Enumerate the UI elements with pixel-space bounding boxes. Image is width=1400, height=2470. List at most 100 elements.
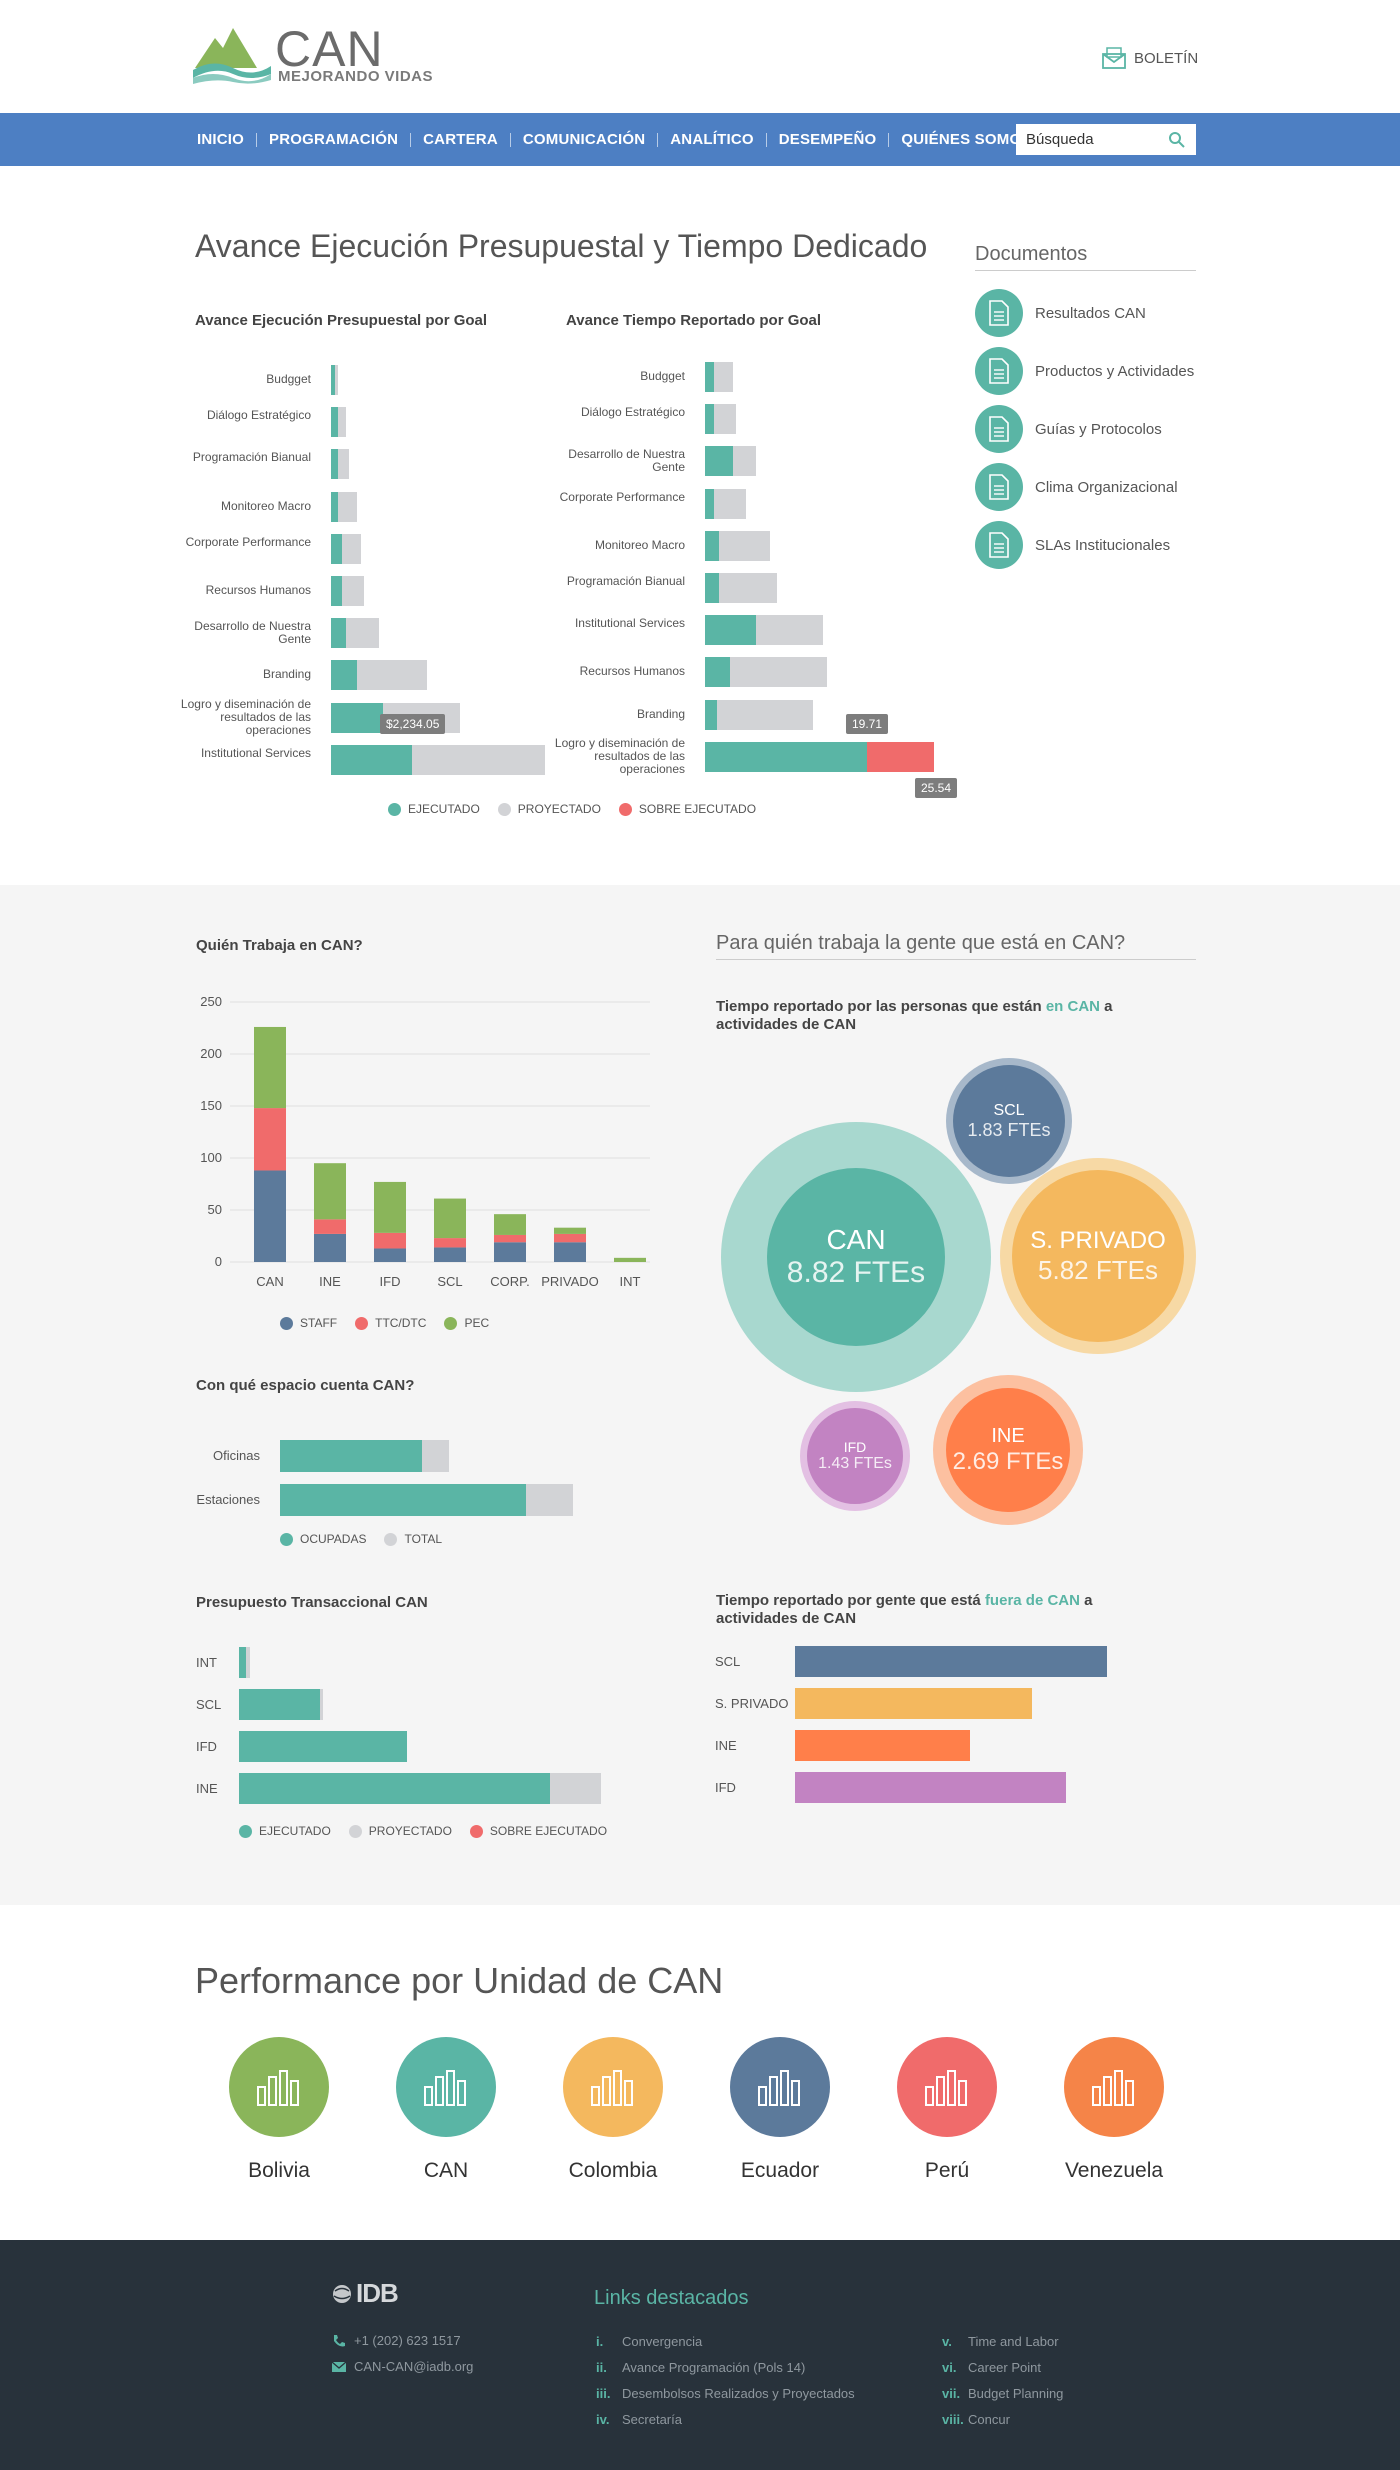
logo-mountain-icon[interactable] — [193, 24, 271, 84]
stack-bar-staff[interactable] — [494, 1242, 526, 1262]
stack-bar-pec[interactable] — [374, 1181, 406, 1233]
budget-bar[interactable] — [331, 618, 551, 649]
time-bar[interactable] — [705, 530, 945, 561]
budget-category-label: Budgget — [266, 372, 311, 386]
document-item[interactable]: Productos y Actividades — [975, 347, 1194, 395]
footer-link[interactable]: iii. Desembolsos Realizados y Proyectados — [596, 2386, 855, 2401]
stack-bar-ttc-dtc[interactable] — [314, 1219, 346, 1234]
reported-in-link[interactable]: en CAN — [1045, 998, 1100, 1015]
newsletter-icon — [1102, 47, 1126, 69]
footer-link-number: vi. — [942, 2360, 957, 2375]
trans-bar[interactable] — [239, 1689, 609, 1720]
budget-bar[interactable] — [331, 576, 551, 606]
nav-item-desempeno[interactable]: DESEMPEÑO — [765, 132, 889, 147]
nav-item-analitico[interactable]: ANALÍTICO — [657, 132, 765, 147]
out-bar[interactable] — [795, 1646, 1107, 1677]
stack-bar-ttc-dtc[interactable] — [374, 1232, 406, 1249]
document-item[interactable]: Clima Organizacional — [975, 463, 1178, 511]
time-bar[interactable] — [705, 741, 945, 772]
budget-bar[interactable] — [331, 407, 551, 438]
boletin-label: BOLETÍN — [1134, 49, 1199, 67]
stack-bar-pec[interactable] — [554, 1227, 586, 1234]
footer-link[interactable]: viii. Concur — [942, 2412, 1010, 2427]
document-item[interactable]: SLAs Institucionales — [975, 521, 1170, 569]
time-bar[interactable] — [705, 488, 945, 519]
footer-email[interactable]: CAN-CAN@iadb.org — [332, 2359, 473, 2374]
unit-per[interactable]: Perú — [897, 2037, 997, 2183]
nav-item-programacion[interactable]: PROGRAMACIÓN — [256, 132, 410, 147]
footer-link[interactable]: ii. Avance Programación (Pols 14) — [596, 2360, 805, 2375]
stack-bar-ttc-dtc[interactable] — [554, 1233, 586, 1243]
footer-link[interactable]: vii. Budget Planning — [942, 2386, 1063, 2401]
budget-bar[interactable] — [331, 449, 551, 480]
reported-out-link[interactable]: fuera de CAN — [984, 1592, 1080, 1609]
footer-logo[interactable]: IDB — [332, 2278, 399, 2309]
search-icon[interactable] — [1168, 131, 1186, 149]
out-bar[interactable] — [795, 1730, 970, 1761]
stack-bar-pec[interactable] — [254, 1026, 286, 1109]
document-item[interactable]: Resultados CAN — [975, 289, 1146, 337]
boletin-link[interactable]: BOLETÍN — [1102, 47, 1198, 69]
time-bar[interactable] — [705, 615, 945, 646]
time-bar-over-executed — [866, 741, 934, 772]
out-bar[interactable] — [795, 1772, 1067, 1803]
stack-bar-pec[interactable] — [314, 1163, 346, 1220]
time-bar[interactable] — [705, 446, 945, 477]
budget-bar[interactable] — [331, 660, 551, 691]
stack-bar-staff[interactable] — [254, 1170, 286, 1262]
time-bar[interactable] — [705, 404, 945, 435]
unit-bolivia[interactable]: Bolivia — [229, 2037, 329, 2183]
footer-link[interactable]: vi. Career Point — [942, 2360, 1041, 2375]
y-tick-label: 150 — [200, 1098, 222, 1113]
document-item[interactable]: Guías y Protocolos — [975, 405, 1162, 453]
time-bar[interactable] — [705, 699, 945, 730]
time-category-label: Monitoreo Macro — [594, 537, 685, 552]
footer-link-label: Career Point — [968, 2360, 1041, 2375]
legend-item-staff: STAFF — [280, 1316, 337, 1331]
stack-bar-ttc-dtc[interactable] — [254, 1108, 286, 1171]
budget-bar[interactable] — [331, 744, 551, 775]
budget-bar[interactable] — [331, 533, 551, 564]
stack-bar-ttc-dtc[interactable] — [434, 1238, 466, 1248]
bubble-ine[interactable]: INE 2.69 FTEs — [933, 1375, 1083, 1525]
bubble-can[interactable]: CAN 8.82 FTEs — [721, 1122, 991, 1392]
footer-link[interactable]: v. Time and Labor — [942, 2334, 1059, 2349]
unit-chart-icon — [563, 2037, 663, 2137]
stack-bar-staff[interactable] — [374, 1248, 406, 1262]
time-bar[interactable] — [705, 657, 945, 688]
nav-item-comunicacion[interactable]: COMUNICACIÓN — [509, 132, 657, 147]
unit-ecuador[interactable]: Ecuador — [730, 2037, 830, 2183]
time-bar[interactable] — [705, 362, 945, 392]
trans-category-label: INT — [196, 1655, 217, 1670]
logo-title[interactable]: CAN — [275, 21, 384, 77]
bubble-scl[interactable]: SCL 1.83 FTEs — [946, 1058, 1072, 1184]
stack-bar-pec[interactable] — [494, 1214, 526, 1235]
nav-item-inicio[interactable]: INICIO — [197, 130, 245, 148]
stack-bar-ttc-dtc[interactable] — [494, 1234, 526, 1243]
trans-bar[interactable] — [239, 1731, 609, 1762]
budget-bar[interactable] — [331, 365, 551, 395]
stack-bar-staff[interactable] — [554, 1242, 586, 1262]
time-bar[interactable] — [705, 573, 945, 603]
space-bar[interactable] — [280, 1484, 580, 1516]
stack-bar-staff[interactable] — [434, 1247, 466, 1262]
space-bar[interactable] — [280, 1440, 580, 1472]
stack-bar-staff[interactable] — [314, 1233, 346, 1262]
unit-colombia[interactable]: Colombia — [563, 2037, 663, 2183]
unit-can[interactable]: CAN — [396, 2037, 496, 2183]
stack-bar-pec[interactable] — [614, 1257, 646, 1262]
stack-bar-pec[interactable] — [434, 1198, 466, 1239]
unit-venezuela[interactable]: Venezuela — [1064, 2037, 1164, 2183]
nav-item-quienes-somos[interactable]: QUIÉNES SOMOS? — [888, 132, 1053, 147]
trans-bar[interactable] — [239, 1773, 609, 1804]
nav-item-cartera[interactable]: CARTERA — [410, 132, 510, 147]
bubble-ifd[interactable]: IFD 1.43 FTEs — [800, 1401, 910, 1511]
footer-link[interactable]: i. Convergencia — [596, 2334, 702, 2349]
out-bar[interactable] — [795, 1688, 1033, 1719]
footer-link[interactable]: iv. Secretaría — [596, 2412, 682, 2427]
time-category-label: Institutional Services — [574, 616, 685, 631]
bubble-sprivado[interactable]: S. PRIVADO 5.82 FTEs — [1000, 1158, 1196, 1354]
budget-bar[interactable] — [331, 491, 551, 522]
trans-bar[interactable] — [239, 1647, 609, 1678]
search-input[interactable] — [1016, 124, 1164, 155]
